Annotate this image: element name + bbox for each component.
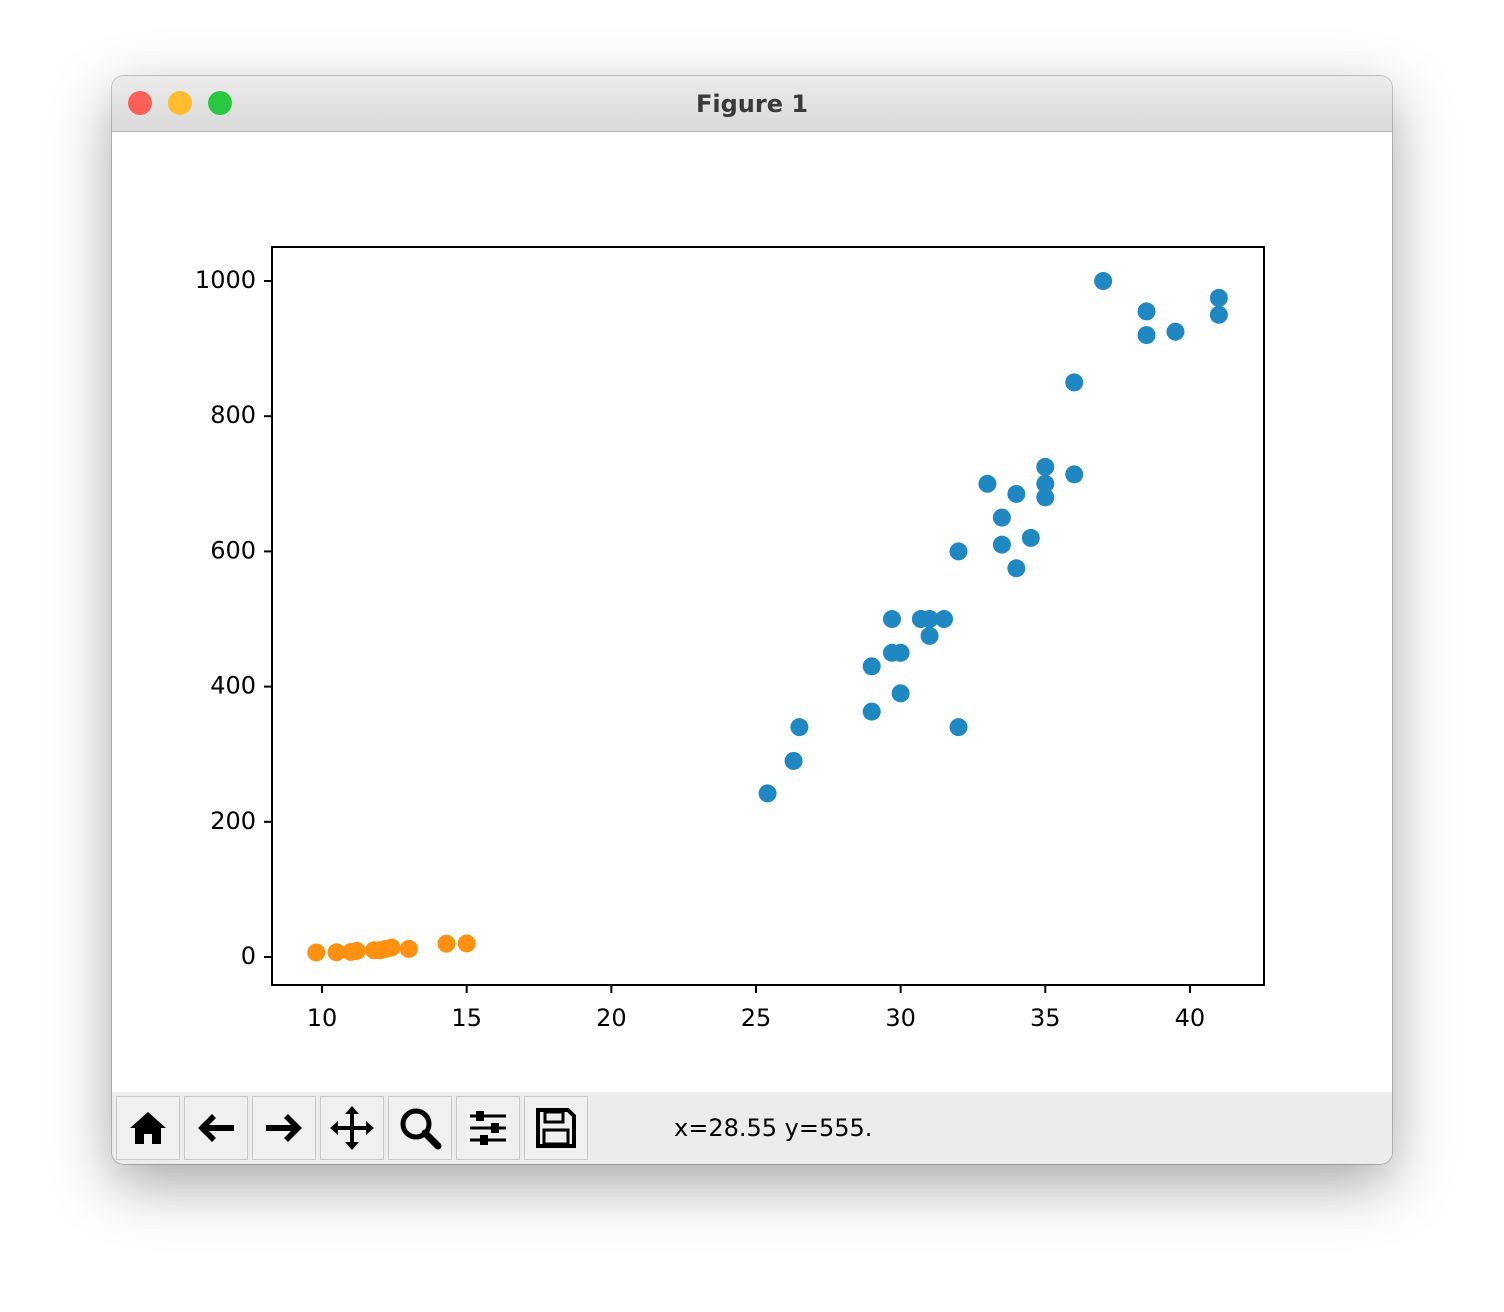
scatter-point bbox=[1209, 288, 1228, 307]
scatter-point bbox=[1036, 457, 1055, 476]
window: Figure 1 x=28.55 y=555. bbox=[112, 76, 1392, 1164]
scatter-point bbox=[327, 943, 346, 962]
scatter-point bbox=[891, 684, 910, 703]
scatter-point bbox=[949, 718, 968, 737]
configure-button[interactable] bbox=[456, 1096, 520, 1160]
y-tick-label: 400 bbox=[210, 672, 256, 700]
back-button[interactable] bbox=[184, 1096, 248, 1160]
x-tick-label: 10 bbox=[307, 1004, 338, 1032]
axes-frame bbox=[271, 246, 1265, 986]
scatter-point bbox=[935, 610, 954, 629]
scatter-point bbox=[790, 718, 809, 737]
scatter-point bbox=[1137, 326, 1156, 345]
scatter-point bbox=[1065, 465, 1084, 484]
scatter-point bbox=[457, 934, 476, 953]
pan-button[interactable] bbox=[320, 1096, 384, 1160]
x-tick-label: 25 bbox=[741, 1004, 772, 1032]
forward-button[interactable] bbox=[252, 1096, 316, 1160]
x-tick-label: 40 bbox=[1175, 1004, 1206, 1032]
scatter-point bbox=[307, 943, 326, 962]
y-tick-label: 200 bbox=[210, 807, 256, 835]
y-tick-label: 0 bbox=[241, 942, 256, 970]
scatter-point bbox=[862, 702, 881, 721]
zoom-tool-button[interactable] bbox=[388, 1096, 452, 1160]
save-button[interactable] bbox=[524, 1096, 588, 1160]
scatter-point bbox=[1007, 484, 1026, 503]
minimize-button[interactable] bbox=[168, 91, 192, 115]
toolbar: x=28.55 y=555. bbox=[112, 1092, 1392, 1164]
scatter-point bbox=[1166, 322, 1185, 341]
scatter-point bbox=[992, 508, 1011, 527]
scatter-point bbox=[437, 934, 456, 953]
scatter-point bbox=[1021, 528, 1040, 547]
scatter-point bbox=[347, 941, 366, 960]
status-text: x=28.55 y=555. bbox=[674, 1114, 873, 1142]
zoom-button[interactable] bbox=[208, 91, 232, 115]
scatter-point bbox=[978, 474, 997, 493]
y-tick-label: 1000 bbox=[195, 266, 256, 294]
scatter-point bbox=[758, 784, 777, 803]
home-button[interactable] bbox=[116, 1096, 180, 1160]
y-tick-label: 800 bbox=[210, 401, 256, 429]
x-tick-label: 20 bbox=[596, 1004, 627, 1032]
scatter-point bbox=[1036, 488, 1055, 507]
scatter-point bbox=[1065, 373, 1084, 392]
scatter-point bbox=[949, 542, 968, 561]
scatter-point bbox=[891, 643, 910, 662]
scatter-point bbox=[1209, 305, 1228, 324]
scatter-point bbox=[862, 657, 881, 676]
x-tick-label: 30 bbox=[885, 1004, 916, 1032]
scatter-point bbox=[920, 626, 939, 645]
scatter-point bbox=[1007, 559, 1026, 578]
title-bar: Figure 1 bbox=[112, 76, 1392, 132]
scatter-point bbox=[399, 939, 418, 958]
scatter-point bbox=[784, 751, 803, 770]
x-tick-label: 15 bbox=[451, 1004, 482, 1032]
scatter-point bbox=[1094, 272, 1113, 291]
x-tick-label: 35 bbox=[1030, 1004, 1061, 1032]
scatter-point bbox=[992, 535, 1011, 554]
scatter-point bbox=[882, 610, 901, 629]
scatter-point bbox=[382, 938, 401, 957]
y-tick-label: 600 bbox=[210, 536, 256, 564]
scatter-point bbox=[1137, 302, 1156, 321]
scatter-point bbox=[920, 610, 939, 629]
close-button[interactable] bbox=[128, 91, 152, 115]
window-title: Figure 1 bbox=[695, 90, 809, 118]
scatter-point bbox=[1036, 474, 1055, 493]
